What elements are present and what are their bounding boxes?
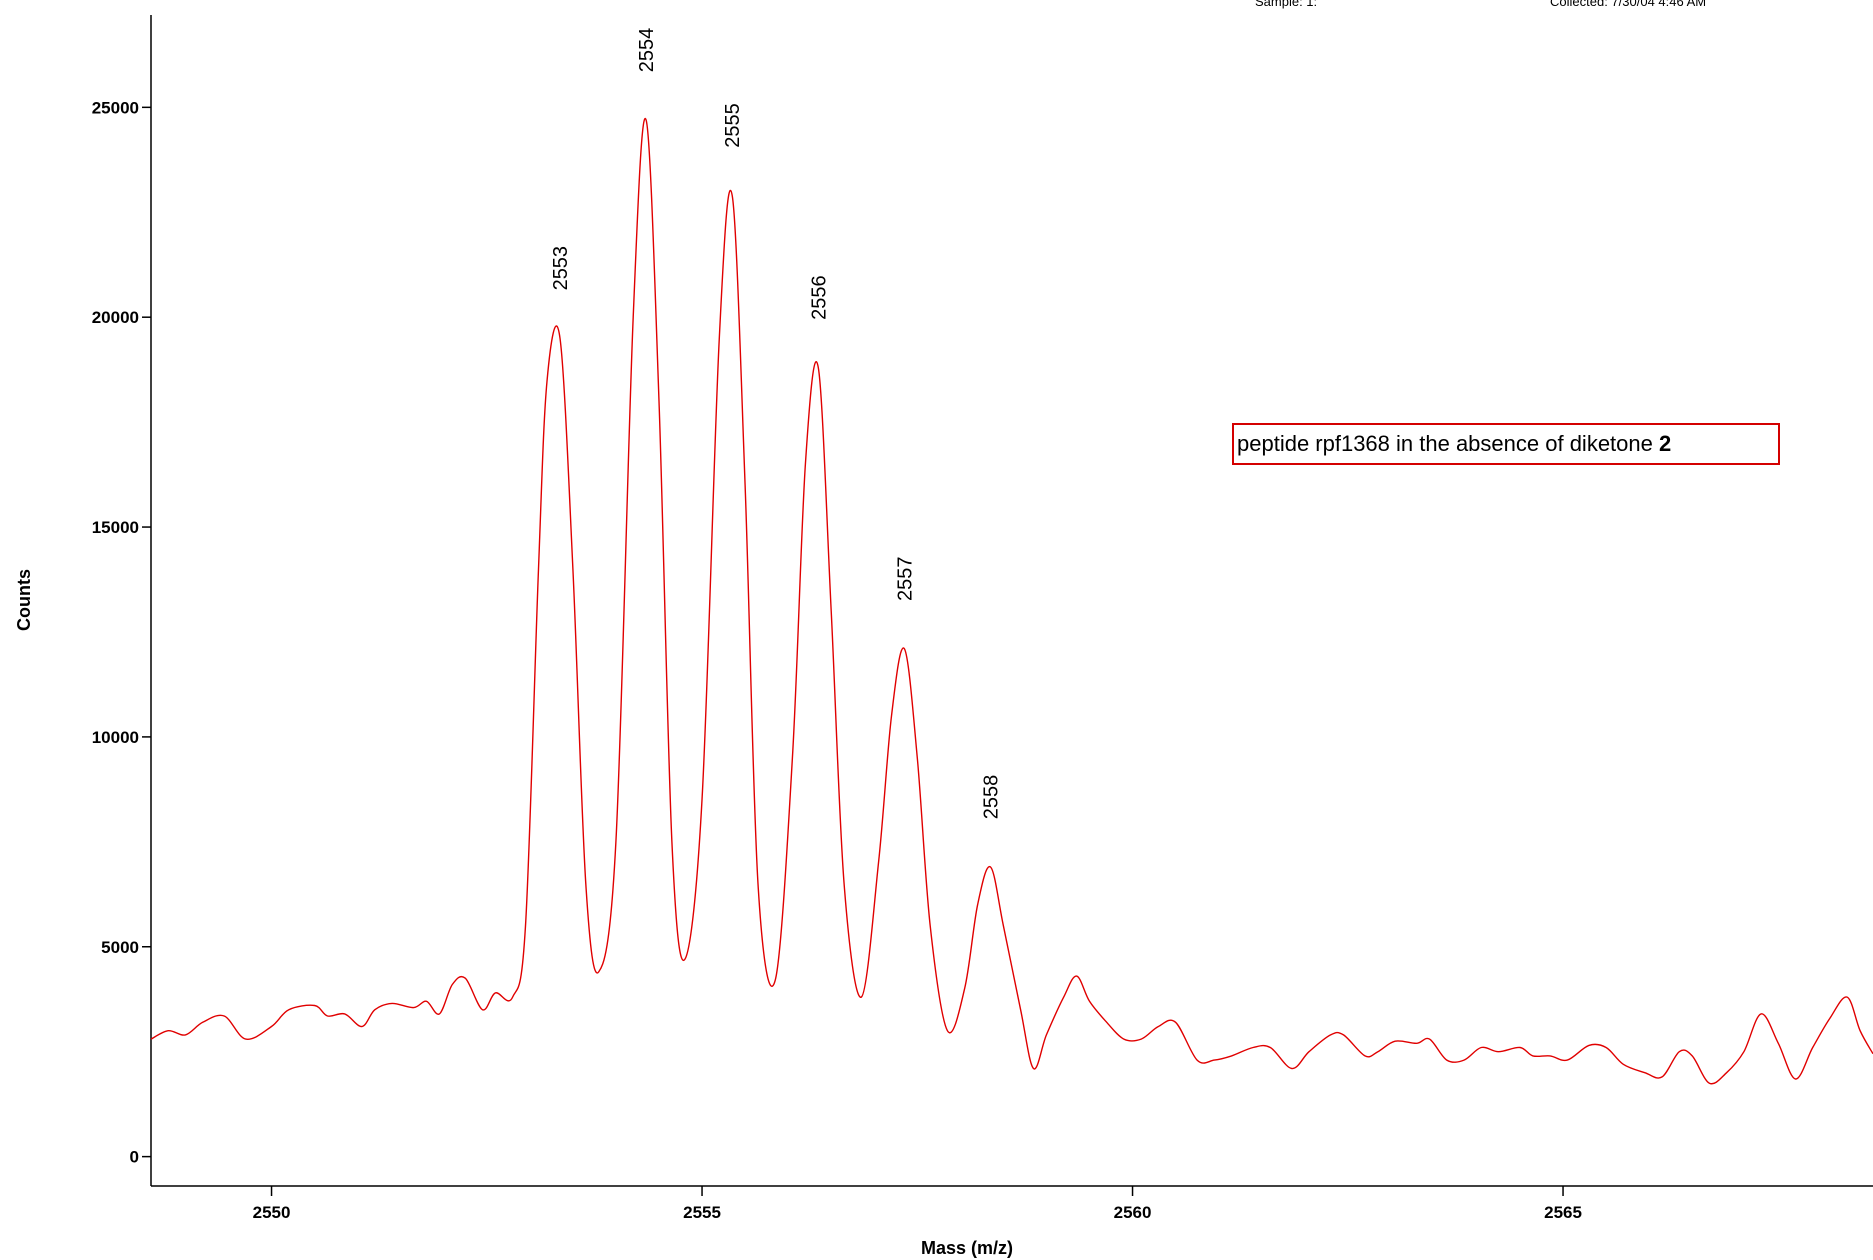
- y-tick-label: 10000: [92, 728, 139, 747]
- peak-label: 2557: [894, 557, 916, 602]
- peak-label: 2553: [550, 246, 572, 291]
- x-tick-label: 2565: [1544, 1203, 1582, 1222]
- x-axis-title: Mass (m/z): [921, 1238, 1013, 1258]
- y-axis: 0 5000 10000 15000 20000 25000: [92, 15, 152, 1186]
- peak-label: 2558: [980, 775, 1002, 820]
- y-tick-label: 20000: [92, 308, 139, 327]
- y-tick-label: 5000: [101, 938, 139, 957]
- peak-label: 2554: [636, 28, 658, 73]
- annotation-compound-number: 2: [1659, 431, 1672, 456]
- peak-label: 2556: [808, 275, 830, 320]
- collected-label: Collected: 7/30/04 4:46 AM: [1550, 0, 1706, 9]
- y-tick-label: 15000: [92, 518, 139, 537]
- peak-label: 2555: [722, 103, 744, 148]
- annotation-box: peptide rpf1368 in the absence of diketo…: [1232, 423, 1780, 465]
- peak-labels: 2553 2554 2555 2556 2557 2558: [550, 28, 1003, 820]
- x-axis: 2550 2555 2560 2565: [151, 1185, 1873, 1222]
- spectrum-series-line: [150, 117, 1873, 1085]
- y-axis-title: Counts: [14, 569, 34, 631]
- x-tick-label: 2555: [683, 1203, 721, 1222]
- y-tick-label: 25000: [92, 98, 139, 117]
- sample-label: Sample: 1:: [1255, 0, 1317, 9]
- x-tick-label: 2560: [1114, 1203, 1152, 1222]
- annotation-text: peptide rpf1368 in the absence of diketo…: [1237, 431, 1659, 456]
- y-tick-label: 0: [130, 1148, 139, 1167]
- x-tick-label: 2550: [253, 1203, 291, 1222]
